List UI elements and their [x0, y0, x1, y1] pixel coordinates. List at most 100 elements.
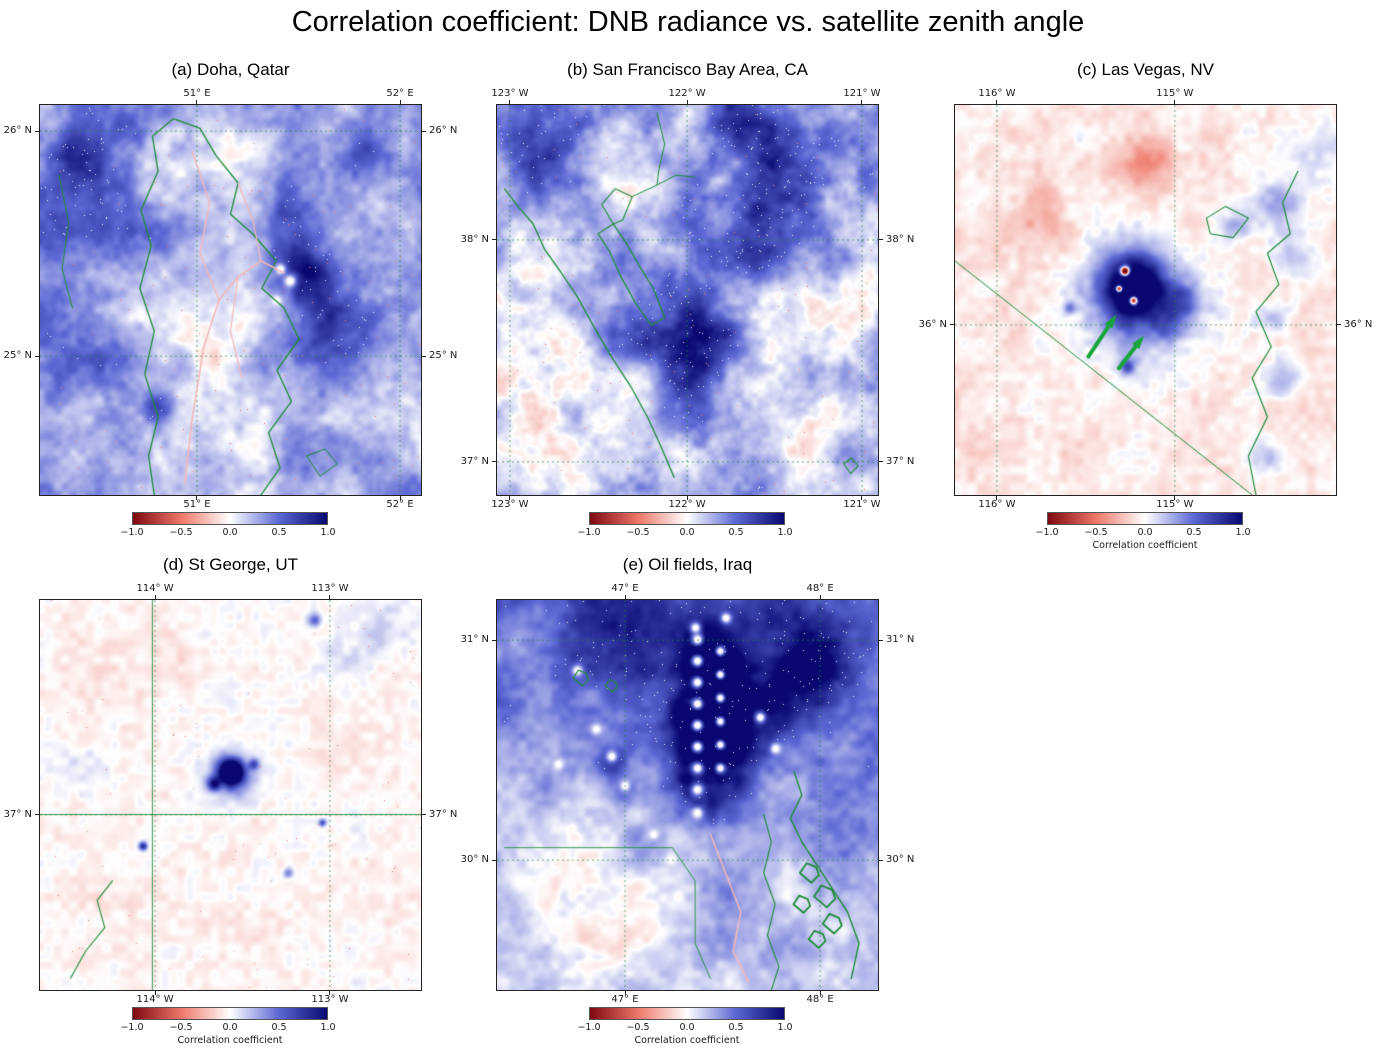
colorbar-tick-label: 0.5	[1186, 527, 1202, 538]
x-tick-label: 48° E	[806, 583, 834, 594]
y-tick-label: 25° N	[429, 350, 458, 362]
tick-mark	[492, 461, 497, 463]
colorbar-tick-label: 0.0	[222, 1022, 238, 1033]
tick-mark	[154, 990, 156, 995]
colorbar-gradient	[1047, 512, 1243, 525]
tick-mark	[624, 595, 626, 600]
y-tick-label: 37° N	[460, 455, 489, 467]
x-tick-label: 123° W	[491, 499, 529, 510]
colorbar-tick-label: −0.5	[1084, 527, 1108, 538]
colorbar-tick-label: 1.0	[1235, 527, 1251, 538]
colorbar-tick-label: −1.0	[1035, 527, 1059, 538]
colorbar-tick-label: 0.5	[271, 527, 287, 538]
tick-mark	[1336, 324, 1341, 326]
colorbar-tick-label: 1.0	[777, 1022, 793, 1033]
colorbar-label: Correlation coefficient	[634, 1035, 740, 1046]
figure-title: Correlation coefficient: DNB radiance vs…	[291, 6, 1085, 38]
x-tick-label: 115° W	[1156, 88, 1194, 99]
x-tick-label: 47° E	[611, 583, 639, 594]
tick-mark	[819, 990, 821, 995]
y-tick-label: 37° N	[886, 455, 915, 467]
tick-mark	[509, 495, 511, 500]
panel-title-st-george: (d) St George, UT	[162, 555, 299, 574]
map-canvas-san-francisco	[497, 105, 878, 495]
x-tick-label: 52° E	[386, 88, 414, 99]
y-tick-label: 31° N	[460, 634, 489, 646]
x-tick-label: 51° E	[183, 499, 211, 510]
tick-mark	[492, 859, 497, 861]
colorbar-ticks: −1.0 −0.5 0.0 0.5 1.0	[577, 527, 792, 539]
colorbar-tick-label: 1.0	[777, 527, 793, 538]
panel-title-oil-fields: (e) Oil fields, Iraq	[622, 555, 753, 574]
colorbar-tick-label: 0.0	[679, 1022, 695, 1033]
tick-mark	[861, 100, 863, 105]
x-tick-label: 113° W	[311, 994, 349, 1005]
map-oil-fields: 47° E 47° E 48° E 48° E 31° N 31° N 30° N 30° N	[461, 583, 915, 1005]
x-tick-label: 48° E	[806, 994, 834, 1005]
colorbar-oil-fields: −1.0 −0.5 0.0 0.5 1.0 Correlation coefficien…	[577, 1007, 793, 1046]
colorbar-st-george: −1.0 −0.5 0.0 0.5 1.0 Correlation coefficien…	[120, 1007, 336, 1046]
colorbar-tick-label: 0.5	[728, 1022, 744, 1033]
tick-mark	[35, 814, 40, 816]
y-tick-label: 31° N	[886, 634, 915, 646]
map-doha: 51° E 51° E 52° E 52° E 26° N 26° N 25° N 25° N	[4, 88, 458, 510]
tick-mark	[35, 355, 40, 357]
colorbar-tick-label: −0.5	[169, 1022, 193, 1033]
map-canvas-las-vegas	[955, 105, 1336, 495]
colorbar-gradient	[589, 512, 785, 525]
colorbar-tick-label: −0.5	[626, 1022, 650, 1033]
map-san-francisco: 123° W 123° W 122° W 122° W 121° W 121° W 38° …	[461, 88, 915, 510]
x-tick-label: 52° E	[386, 499, 414, 510]
tick-mark	[196, 100, 198, 105]
tick-mark	[421, 130, 426, 132]
map-canvas-doha	[40, 105, 421, 495]
tick-mark	[196, 495, 198, 500]
colorbar-tick-label: 0.0	[679, 527, 695, 538]
x-tick-label: 116° W	[978, 88, 1016, 99]
panel-title-san-francisco: (b) San Francisco Bay Area, CA	[567, 60, 808, 79]
tick-mark	[399, 100, 401, 105]
tick-mark	[996, 100, 998, 105]
map-st-george: 114° W 114° W 113° W 113° W 37° N 37° N	[4, 583, 458, 1005]
colorbar-tick-label: −1.0	[120, 1022, 144, 1033]
tick-mark	[399, 495, 401, 500]
tick-mark	[492, 239, 497, 241]
tick-mark	[1174, 495, 1176, 500]
x-tick-label: 115° W	[1156, 499, 1194, 510]
x-tick-label: 121° W	[843, 88, 881, 99]
y-tick-label: 36° N	[1344, 318, 1373, 330]
tick-mark	[35, 130, 40, 132]
colorbar-gradient	[132, 512, 328, 525]
y-tick-label: 37° N	[429, 808, 458, 820]
x-tick-label: 121° W	[843, 499, 881, 510]
tick-mark	[329, 595, 331, 600]
tick-mark	[950, 324, 955, 326]
colorbar-ticks: −1.0 −0.5 0.0 0.5 1.0	[1035, 527, 1250, 539]
x-tick-label: 51° E	[183, 88, 211, 99]
y-tick-label: 30° N	[886, 854, 915, 866]
colorbar-ticks: −1.0 −0.5 0.0 0.5 1.0	[120, 527, 335, 539]
y-tick-label: 26° N	[3, 125, 32, 137]
tick-mark	[861, 495, 863, 500]
tick-mark	[878, 239, 883, 241]
colorbar-las-vegas: −1.0 −0.5 0.0 0.5 1.0 Correlation coefficien…	[1035, 512, 1251, 551]
colorbar-tick-label: −1.0	[577, 527, 601, 538]
colorbar-label: Correlation coefficient	[1092, 540, 1198, 551]
tick-mark	[492, 639, 497, 641]
colorbar-tick-label: 0.5	[271, 1022, 287, 1033]
map-canvas-st-george	[40, 600, 421, 990]
tick-mark	[329, 990, 331, 995]
x-tick-label: 116° W	[978, 499, 1016, 510]
colorbar-tick-label: 0.0	[222, 527, 238, 538]
map-las-vegas: 116° W 116° W 115° W 115° W 36° N 36° N	[919, 88, 1373, 510]
x-tick-label: 113° W	[311, 583, 349, 594]
colorbar-ticks: −1.0 −0.5 0.0 0.5 1.0	[577, 1022, 792, 1034]
y-tick-label: 25° N	[3, 350, 32, 362]
y-tick-label: 30° N	[460, 854, 489, 866]
y-tick-label: 38° N	[886, 233, 915, 245]
colorbar-tick-label: −1.0	[120, 527, 144, 538]
colorbar-gradient	[132, 1007, 328, 1020]
y-tick-label: 36° N	[918, 318, 947, 330]
tick-mark	[819, 595, 821, 600]
colorbar-tick-label: 1.0	[320, 527, 336, 538]
